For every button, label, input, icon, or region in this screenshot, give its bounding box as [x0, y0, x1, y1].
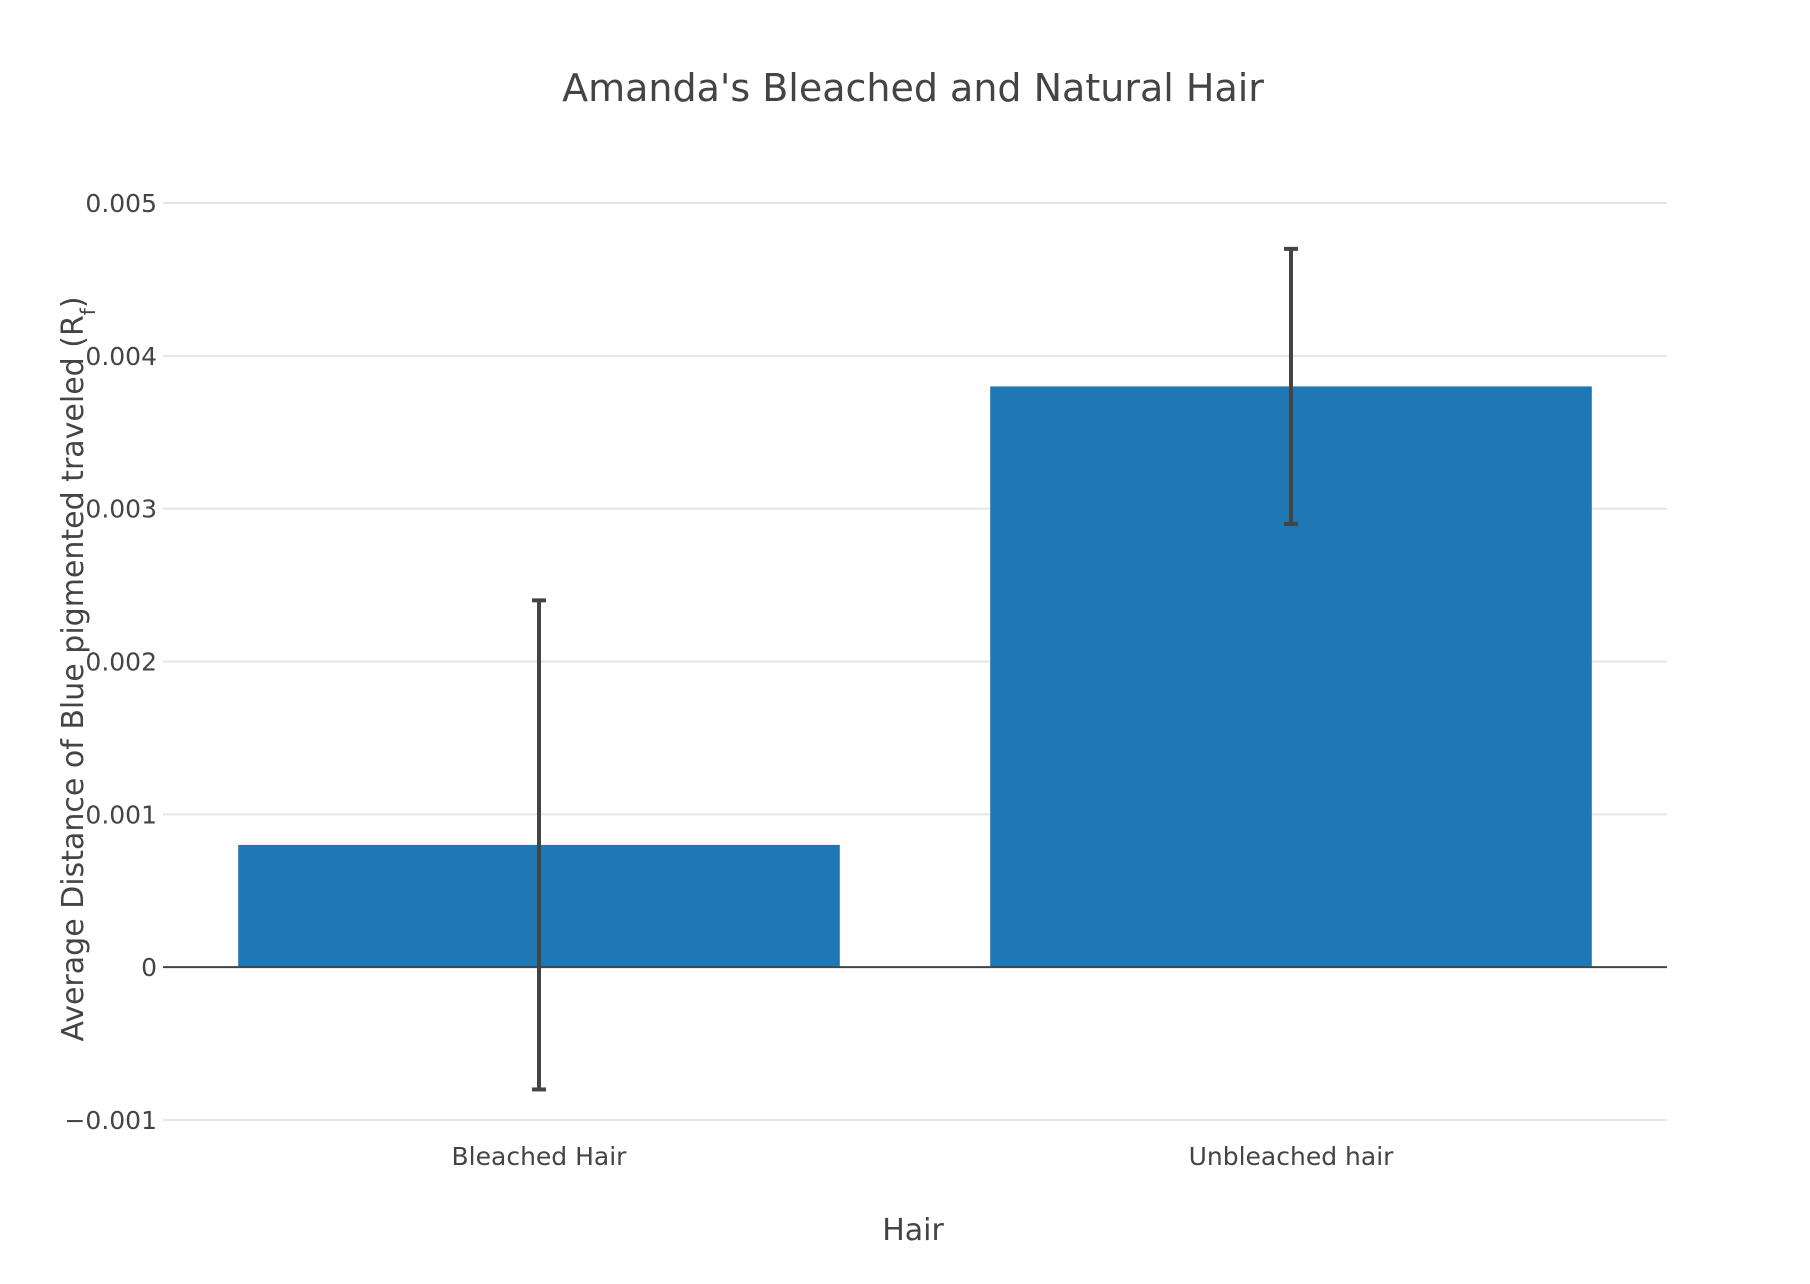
y-tick-label: 0.001: [85, 800, 157, 829]
y-tick-label: 0.002: [85, 648, 157, 677]
y-axis-title: Average Distance of Blue pigmented trave…: [56, 296, 100, 1041]
y-tick-label: 0.005: [85, 189, 157, 218]
x-axis-title: Hair: [882, 1213, 944, 1248]
error-bar: [1284, 246, 1298, 526]
x-tick-label: Bleached Hair: [452, 1142, 628, 1171]
x-tick-label: Unbleached hair: [1189, 1142, 1395, 1171]
error-bar: [532, 598, 546, 1092]
y-axis-title-suffix: ): [56, 296, 91, 308]
gridlines: [163, 202, 1667, 1121]
y-tick-labels: −0.001 0 0.001 0.002 0.003 0.004 0.005: [64, 189, 157, 1135]
bars: [238, 386, 1592, 968]
y-tick-label: 0.004: [85, 342, 157, 371]
y-axis-title-subscript: f: [76, 307, 100, 315]
y-axis-title-main: Average Distance of Blue pigmented trave…: [56, 315, 91, 1041]
y-tick-label: 0.003: [85, 495, 157, 524]
y-tick-label: −0.001: [64, 1106, 157, 1135]
error-bars: [532, 246, 1298, 1092]
chart-title: Amanda's Bleached and Natural Hair: [562, 66, 1264, 110]
y-tick-label: 0: [141, 953, 157, 982]
x-tick-labels: Bleached Hair Unbleached hair: [452, 1142, 1395, 1171]
